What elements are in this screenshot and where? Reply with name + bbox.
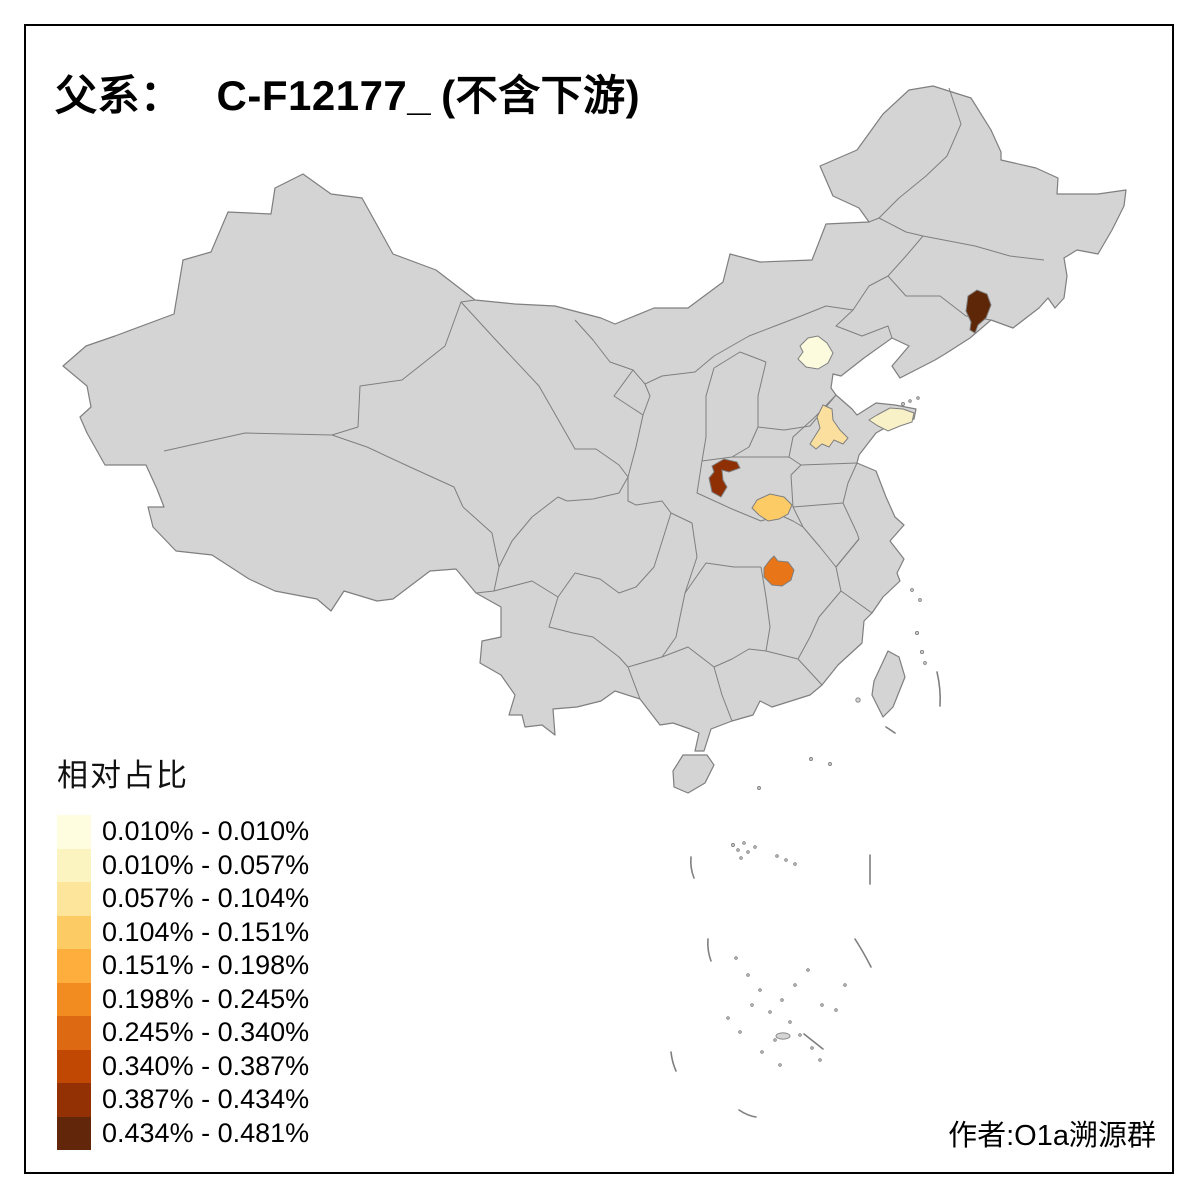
sea-boundary-dash (803, 1033, 824, 1050)
sea-boundary-dashes (670, 671, 941, 1118)
legend: 相对占比 0.010% - 0.010% 0.010% - 0.057% 0.057… (57, 750, 309, 1150)
legend-label: 0.387% - 0.434% (102, 1084, 310, 1115)
province-border (684, 562, 761, 594)
province-border (661, 592, 686, 658)
legend-swatch (57, 949, 91, 983)
province-border (760, 566, 771, 652)
region-beijing (797, 335, 834, 370)
province-border (713, 351, 767, 369)
sea-boundary-dash (936, 671, 941, 707)
region-jilin (965, 289, 992, 334)
province-border (792, 502, 844, 508)
legend-label: 0.245% - 0.340% (102, 1017, 310, 1048)
title-haplogroup: C-F12177_ (216, 72, 432, 119)
province-border (835, 566, 842, 592)
region-shaanxi-shanxi (708, 458, 741, 498)
region-henan (751, 493, 793, 522)
province-border (548, 596, 629, 668)
choropleth-regions (708, 289, 992, 587)
province-border (713, 666, 733, 722)
hainan-island (672, 754, 715, 794)
legend-swatch (57, 982, 91, 1016)
legend-rows: 0.010% - 0.010% 0.010% - 0.057% 0.057% - 0… (57, 815, 309, 1150)
province-border (696, 460, 804, 528)
legend-swatch (57, 882, 91, 916)
legend-label: 0.104% - 0.151% (102, 916, 310, 947)
province-border (835, 538, 860, 568)
legend-label: 0.151% - 0.198% (102, 950, 310, 981)
legend-item: 0.104% - 0.151% (57, 915, 310, 949)
legend-item: 0.057% - 0.104% (57, 882, 309, 916)
sea-boundary-dash (738, 1109, 757, 1118)
legend-swatch (57, 848, 91, 882)
province-border (797, 658, 823, 686)
legend-item: 0.010% - 0.010% (57, 815, 309, 849)
legend-swatch (57, 1116, 91, 1150)
legend-swatch (57, 1049, 91, 1083)
province-border (331, 299, 476, 436)
legend-swatch (57, 1016, 91, 1050)
province-border (790, 464, 804, 528)
legend-item: 0.387% - 0.434% (57, 1083, 309, 1117)
region-hubei (763, 555, 795, 587)
author-credit: 作者:O1a溯源群 (948, 1120, 1156, 1152)
legend-label: 0.340% - 0.387% (102, 1050, 310, 1081)
province-border (670, 512, 698, 594)
legend-swatch (57, 815, 91, 849)
sea-boundary-dash (670, 1051, 677, 1072)
title-suffix: (不含下游) (441, 72, 641, 119)
province-border (797, 590, 842, 660)
page-title: 父系： C-F12177_ (不含下游) (55, 62, 640, 123)
province-border (802, 526, 837, 568)
province-border (493, 512, 672, 598)
sea-boundary-dash (690, 856, 695, 879)
legend-item: 0.434% - 0.481% (57, 1116, 310, 1150)
province-border (460, 301, 629, 478)
legend-item: 0.010% - 0.057% (57, 848, 310, 882)
region-shandong-east (868, 407, 915, 432)
province-border (627, 446, 672, 514)
legend-item: 0.245% - 0.340% (57, 1016, 309, 1050)
province-border (800, 462, 858, 466)
legend-item: 0.151% - 0.198% (57, 949, 309, 983)
legend-label: 0.057% - 0.104% (102, 883, 310, 914)
legend-label: 0.010% - 0.057% (102, 849, 310, 880)
legend-swatch (57, 1083, 91, 1117)
legend-label: 0.198% - 0.245% (102, 983, 310, 1014)
sea-boundary-dash (885, 726, 896, 734)
province-border (163, 432, 464, 508)
province-border (905, 231, 1045, 261)
legend-label: 0.010% - 0.010% (102, 816, 310, 847)
province-border (840, 590, 873, 614)
province-border (701, 367, 715, 462)
mainland-outline (62, 85, 1127, 752)
legend-title: 相对占比 (57, 758, 189, 793)
province-border (635, 414, 644, 448)
title-prefix: 父系： (55, 72, 183, 119)
sea-boundary-dash (707, 938, 712, 962)
province-border (627, 666, 641, 700)
legend-label: 0.434% - 0.481% (102, 1117, 310, 1148)
province-border (574, 235, 924, 385)
region-shandong-west (809, 404, 849, 450)
landmass-group (62, 85, 1127, 794)
province-border (701, 456, 733, 462)
islands (726, 396, 927, 1067)
legend-item: 0.340% - 0.387% (57, 1049, 310, 1083)
province-border (627, 646, 689, 668)
province-border (878, 217, 907, 233)
province-border (498, 476, 629, 568)
legend-swatch (57, 915, 91, 949)
province-border (687, 646, 799, 668)
sea-boundary-dash (854, 938, 872, 968)
province-border (835, 309, 893, 339)
legend-item: 0.198% - 0.245% (57, 982, 310, 1016)
taiwan-island (871, 650, 906, 718)
